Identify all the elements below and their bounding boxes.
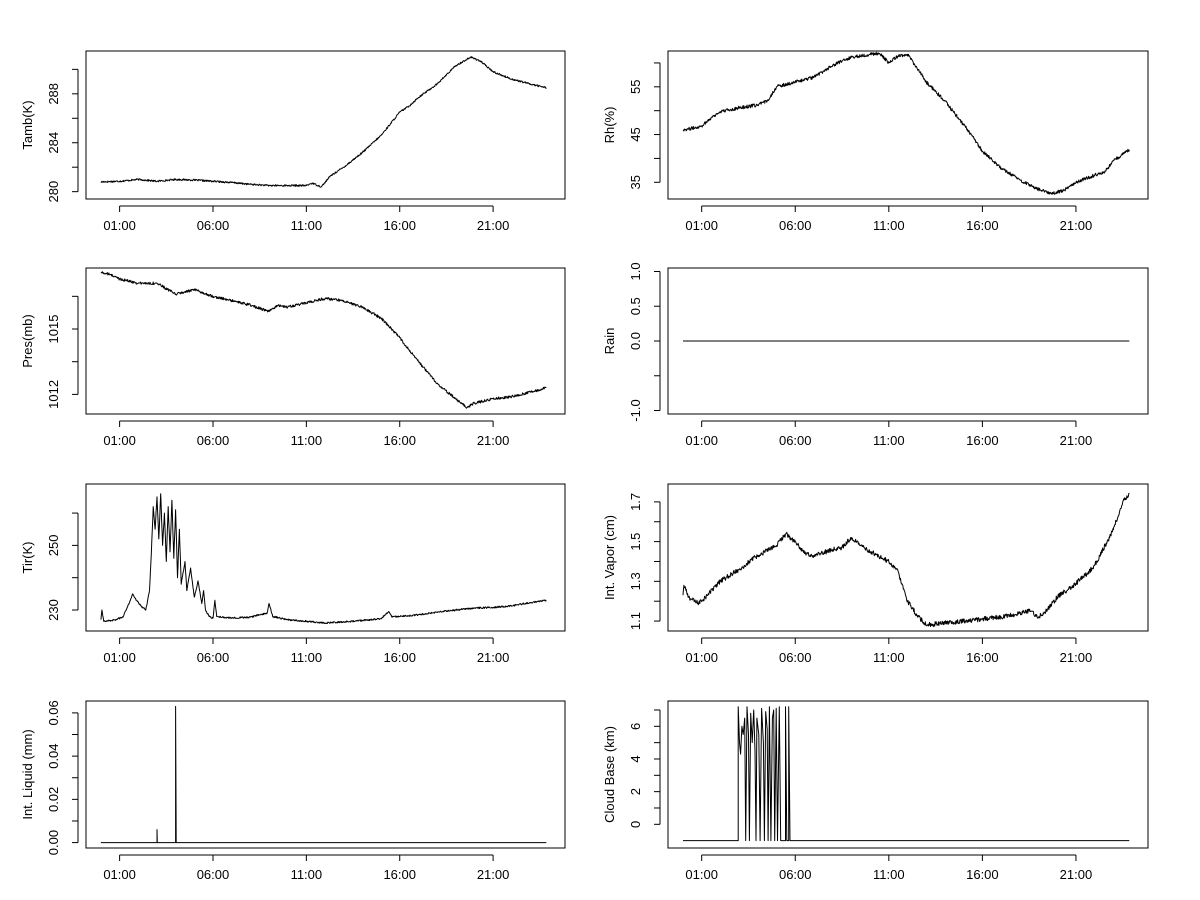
panel-3: 01:00 06:00 11:00 16:00 21:00 1012 1015 Pres(mb… bbox=[20, 267, 566, 448]
x-tick-label: 01:00 bbox=[685, 867, 718, 882]
y-tick-label: 230 bbox=[46, 599, 61, 621]
panel-6: 01:00 06:00 11:00 16:00 21:00 1.1 1.3 1.5 1.7 Int… bbox=[602, 483, 1149, 665]
y-tick-label: 4 bbox=[628, 755, 643, 762]
y-tick-label: 0.02 bbox=[46, 787, 61, 812]
x-tick-label: 21:00 bbox=[1060, 650, 1093, 665]
panel-8: 01:00 06:00 11:00 16:00 21:00 0 2 4 6 Cloud Base … bbox=[602, 700, 1149, 882]
x-tick-label: 06:00 bbox=[779, 433, 812, 448]
y-tick-label: 284 bbox=[46, 132, 61, 154]
x-tick-label: 11:00 bbox=[873, 867, 905, 882]
x-tick-label: 11:00 bbox=[873, 433, 905, 448]
x-tick-label: 11:00 bbox=[873, 650, 905, 665]
y-axis-title: Cloud Base (km) bbox=[602, 726, 617, 823]
plot-frame bbox=[85, 483, 566, 632]
y-tick-label: 35 bbox=[628, 175, 643, 189]
y-axis-title: Tamb(K) bbox=[20, 100, 35, 149]
y-tick-label: 1012 bbox=[46, 380, 61, 409]
y-axis-title: Rain bbox=[602, 328, 617, 355]
y-tick-label: 0.04 bbox=[46, 743, 61, 768]
x-tick-label: 16:00 bbox=[383, 867, 416, 882]
x-tick-label: 06:00 bbox=[197, 867, 230, 882]
panel-7: 01:00 06:00 11:00 16:00 21:00 0.00 0.02 0.04 0.0… bbox=[20, 700, 566, 882]
y-tick-label: 288 bbox=[46, 83, 61, 105]
series-line bbox=[682, 492, 1130, 628]
x-tick-label: 16:00 bbox=[966, 433, 999, 448]
x-tick-label: 01:00 bbox=[103, 867, 136, 882]
panel-2: 01:00 06:00 11:00 16:00 21:00 35 45 55 Rh(%) bbox=[602, 50, 1149, 233]
y-axis-title: Int. Liquid (mm) bbox=[20, 729, 35, 819]
x-tick-label: 06:00 bbox=[197, 218, 230, 233]
y-tick-label: -1.0 bbox=[628, 399, 643, 421]
plot-frame bbox=[667, 700, 1149, 849]
y-tick-label: 0.00 bbox=[46, 830, 61, 855]
y-tick-label: 0.06 bbox=[46, 700, 61, 725]
x-tick-label: 16:00 bbox=[966, 867, 999, 882]
x-tick-label: 11:00 bbox=[873, 218, 905, 233]
plot-frame bbox=[85, 700, 566, 849]
x-tick-label: 16:00 bbox=[383, 650, 416, 665]
series-line bbox=[100, 493, 547, 625]
x-tick-label: 01:00 bbox=[685, 433, 718, 448]
x-tick-label: 21:00 bbox=[477, 867, 510, 882]
plot-frame bbox=[667, 267, 1149, 415]
y-tick-label: 1.0 bbox=[628, 262, 643, 280]
y-tick-label: 250 bbox=[46, 535, 61, 557]
plot-frame bbox=[85, 50, 566, 200]
plot-frame bbox=[667, 483, 1149, 632]
x-tick-label: 11:00 bbox=[291, 867, 323, 882]
x-tick-label: 06:00 bbox=[197, 433, 230, 448]
y-axis-title: Pres(mb) bbox=[20, 314, 35, 367]
x-tick-label: 11:00 bbox=[291, 650, 323, 665]
y-tick-label: 0.0 bbox=[628, 332, 643, 350]
x-tick-label: 01:00 bbox=[103, 650, 136, 665]
y-tick-label: 1.1 bbox=[628, 612, 643, 630]
panel-5: 01:00 06:00 11:00 16:00 21:00 230 250 Tir(K) bbox=[20, 483, 566, 665]
panel-1: 01:00 06:00 11:00 16:00 21:00 280 284 288 Tamb(K… bbox=[20, 50, 566, 233]
series-line bbox=[100, 56, 547, 188]
y-tick-label: 45 bbox=[628, 127, 643, 141]
y-tick-label: 280 bbox=[46, 181, 61, 203]
x-tick-label: 21:00 bbox=[477, 218, 510, 233]
y-tick-label: 0.5 bbox=[628, 297, 643, 315]
y-tick-label: 6 bbox=[628, 723, 643, 730]
x-tick-label: 11:00 bbox=[291, 433, 323, 448]
x-tick-label: 01:00 bbox=[103, 218, 136, 233]
x-tick-label: 16:00 bbox=[383, 218, 416, 233]
x-tick-label: 01:00 bbox=[103, 433, 136, 448]
x-tick-label: 21:00 bbox=[1060, 433, 1093, 448]
y-tick-label: 1.5 bbox=[628, 533, 643, 551]
x-tick-label: 21:00 bbox=[477, 650, 510, 665]
x-tick-label: 21:00 bbox=[1060, 218, 1093, 233]
y-tick-label: 2 bbox=[628, 788, 643, 795]
plot-frame bbox=[667, 50, 1149, 200]
series-line bbox=[100, 271, 547, 409]
y-tick-label: 1.3 bbox=[628, 572, 643, 590]
y-axis-title: Tir(K) bbox=[20, 541, 35, 573]
y-axis-title: Int. Vapor (cm) bbox=[602, 515, 617, 600]
x-tick-label: 16:00 bbox=[966, 218, 999, 233]
y-tick-label: 1015 bbox=[46, 315, 61, 344]
x-tick-label: 21:00 bbox=[1060, 867, 1093, 882]
x-tick-label: 16:00 bbox=[966, 650, 999, 665]
series-line bbox=[100, 705, 547, 844]
x-tick-label: 16:00 bbox=[383, 433, 416, 448]
x-tick-label: 11:00 bbox=[291, 218, 323, 233]
x-tick-label: 06:00 bbox=[779, 867, 812, 882]
y-axis-title: Rh(%) bbox=[602, 107, 617, 144]
x-tick-label: 01:00 bbox=[685, 218, 718, 233]
y-tick-label: 55 bbox=[628, 80, 643, 94]
x-tick-label: 06:00 bbox=[779, 650, 812, 665]
y-tick-label: 0 bbox=[628, 821, 643, 828]
series-line bbox=[682, 51, 1130, 195]
y-tick-label: 1.7 bbox=[628, 493, 643, 511]
x-tick-label: 21:00 bbox=[477, 433, 510, 448]
plot-frame bbox=[85, 267, 566, 415]
series-line bbox=[683, 706, 1130, 842]
x-tick-label: 06:00 bbox=[197, 650, 230, 665]
x-tick-label: 06:00 bbox=[779, 218, 812, 233]
x-tick-label: 01:00 bbox=[685, 650, 718, 665]
panel-4: 01:00 06:00 11:00 16:00 21:00 -1.0 0.0 0.5 1.0 Ra… bbox=[602, 262, 1149, 448]
